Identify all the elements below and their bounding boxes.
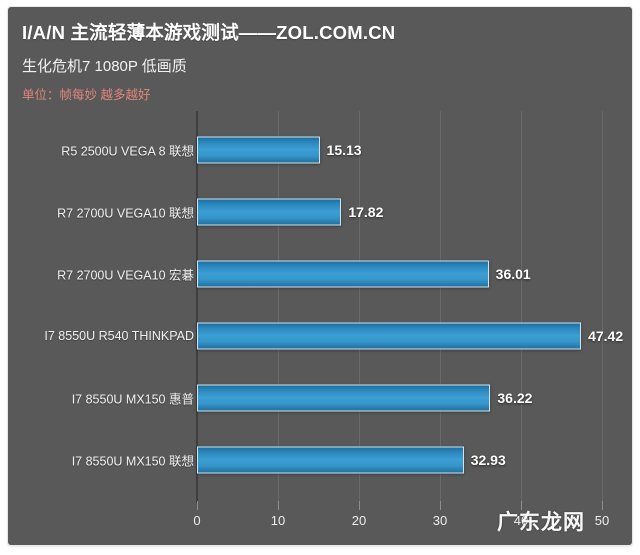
x-tick-label: 0: [193, 513, 201, 528]
bar-value-label: 15.13: [326, 142, 362, 158]
bar-value-label: 17.82: [348, 204, 384, 220]
y-axis-line: [196, 111, 198, 503]
x-tick-label: 30: [432, 513, 448, 528]
x-tick-mark: [440, 501, 441, 510]
gridline: [278, 111, 279, 501]
bar: [197, 384, 491, 412]
bar-row: R7 2700U VEGA10 联想 17.82: [8, 181, 632, 243]
gridline: [359, 111, 360, 501]
x-tick-label: 50: [594, 513, 610, 528]
bar: [197, 136, 320, 164]
chart-units-note: 单位：帧每妙 越多越好: [22, 88, 151, 102]
chart-panel: I/A/N 主流轻薄本游戏测试——ZOL.COM.CN 生化危机7 1080P …: [8, 7, 632, 545]
x-tick-mark: [521, 501, 522, 510]
category-label: I7 8550U R540 THINKPAD: [44, 329, 194, 343]
bar-row: I7 8550U R540 THINKPAD 47.42: [8, 305, 632, 367]
watermark-text: 广东龙网: [497, 510, 585, 534]
x-tick-mark: [197, 501, 198, 510]
x-tick-mark: [359, 501, 360, 510]
bar-row: I7 8550U MX150 惠普 36.22: [8, 367, 632, 429]
bar-value-label: 47.42: [588, 328, 624, 344]
x-tick-label: 40: [513, 513, 529, 528]
bar: [197, 198, 342, 226]
gridline: [521, 111, 522, 501]
x-axis: 0 10 20 30 40 50 广东龙网: [8, 501, 632, 545]
x-tick-label: 20: [351, 513, 367, 528]
bar: [197, 322, 582, 350]
category-label: R7 2700U VEGA10 联想: [57, 206, 194, 221]
bar-value-label: 36.01: [495, 266, 531, 282]
x-tick-mark: [602, 501, 603, 510]
category-label: I7 8550U MX150 联想: [71, 454, 194, 469]
gridline: [602, 111, 603, 501]
bar-row: R7 2700U VEGA10 宏碁 36.01: [8, 243, 632, 305]
chart-header: I/A/N 主流轻薄本游戏测试——ZOL.COM.CN 生化危机7 1080P …: [22, 19, 622, 103]
x-tick-label: 10: [270, 513, 286, 528]
category-label: R7 2700U VEGA10 宏碁: [57, 268, 194, 283]
gridline: [440, 111, 441, 501]
category-label: I7 8550U MX150 惠普: [71, 392, 194, 407]
plot-area: R5 2500U VEGA 8 联想 15.13 R7 2700U VEGA10 联…: [8, 111, 632, 503]
bar: [197, 446, 464, 474]
chart-title: I/A/N 主流轻薄本游戏测试——ZOL.COM.CN: [22, 22, 396, 43]
category-label: R5 2500U VEGA 8 联想: [61, 144, 194, 159]
chart-subtitle: 生化危机7 1080P 低画质: [22, 58, 187, 75]
bar-value-label: 32.93: [470, 452, 506, 468]
x-tick-mark: [278, 501, 279, 510]
bar-row: I7 8550U MX150 联想 32.93: [8, 429, 632, 491]
bar-value-label: 36.22: [497, 390, 533, 406]
bar-row: R5 2500U VEGA 8 联想 15.13: [8, 119, 632, 181]
bar: [197, 260, 489, 288]
